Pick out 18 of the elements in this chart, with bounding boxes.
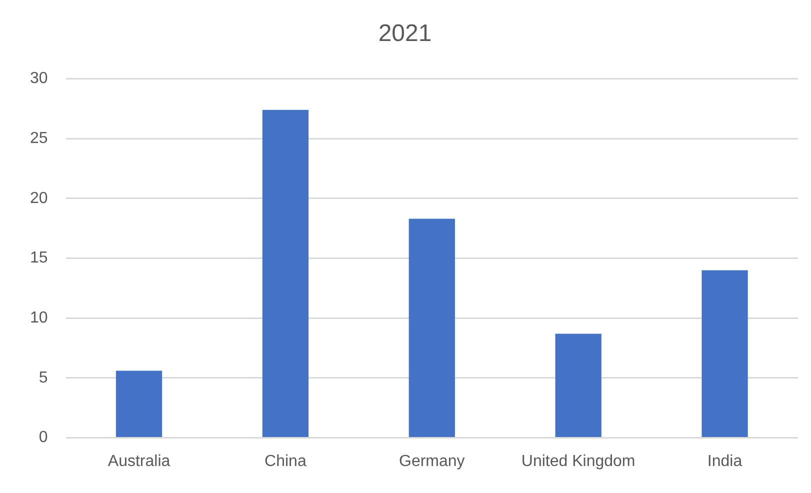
chart-title: 2021 [378,20,432,48]
y-tick-label: 10 [30,310,48,327]
x-tick-label: Germany [399,452,465,470]
x-tick-label: India [707,452,742,470]
bar [555,334,602,438]
y-tick-label: 15 [30,250,48,267]
y-tick-label: 25 [30,130,48,148]
y-tick-label: 20 [30,190,48,207]
y-tick-label: 0 [38,429,48,446]
bar [702,270,748,438]
x-tick-label: China [264,452,306,470]
bar [262,110,309,438]
x-tick-label: United Kingdom [521,452,636,470]
x-tick-label: Australia [108,452,170,470]
y-tick-label: 5 [38,369,48,386]
bar [408,218,455,438]
bar [116,370,162,438]
y-tick-label: 30 [30,70,48,88]
